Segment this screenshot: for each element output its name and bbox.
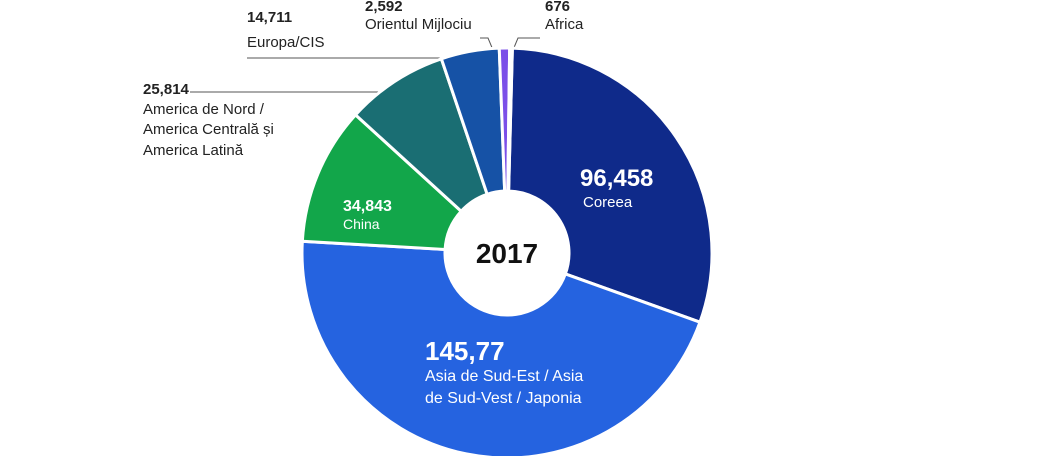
donut-slice bbox=[506, 46, 514, 193]
category-label: Orientul Mijlociu bbox=[365, 16, 472, 33]
value-label: 25,814 bbox=[143, 81, 189, 98]
category-label: Coreea bbox=[583, 194, 633, 211]
value-label: 145,77 bbox=[425, 336, 505, 366]
category-label: America de Nord / America Centrală și Am… bbox=[143, 101, 274, 159]
value-label: 676 bbox=[545, 0, 571, 15]
center-label: 2017 bbox=[476, 238, 538, 269]
value-label: 2,592 bbox=[365, 0, 403, 15]
value-label: 34,843 bbox=[343, 198, 392, 215]
donut-hole bbox=[445, 191, 569, 315]
leader-line bbox=[480, 37, 494, 51]
category-label: Europa/CIS bbox=[247, 34, 325, 51]
category-label: Asia de Sud-Est / Asia de Sud-Vest / Jap… bbox=[425, 368, 584, 407]
value-label: 14,711 bbox=[247, 9, 293, 26]
category-label: Africa bbox=[545, 16, 584, 33]
leader-line bbox=[512, 37, 540, 51]
value-label: 96,458 bbox=[580, 165, 654, 192]
leader-lines bbox=[190, 37, 540, 93]
category-label: China bbox=[343, 216, 380, 232]
